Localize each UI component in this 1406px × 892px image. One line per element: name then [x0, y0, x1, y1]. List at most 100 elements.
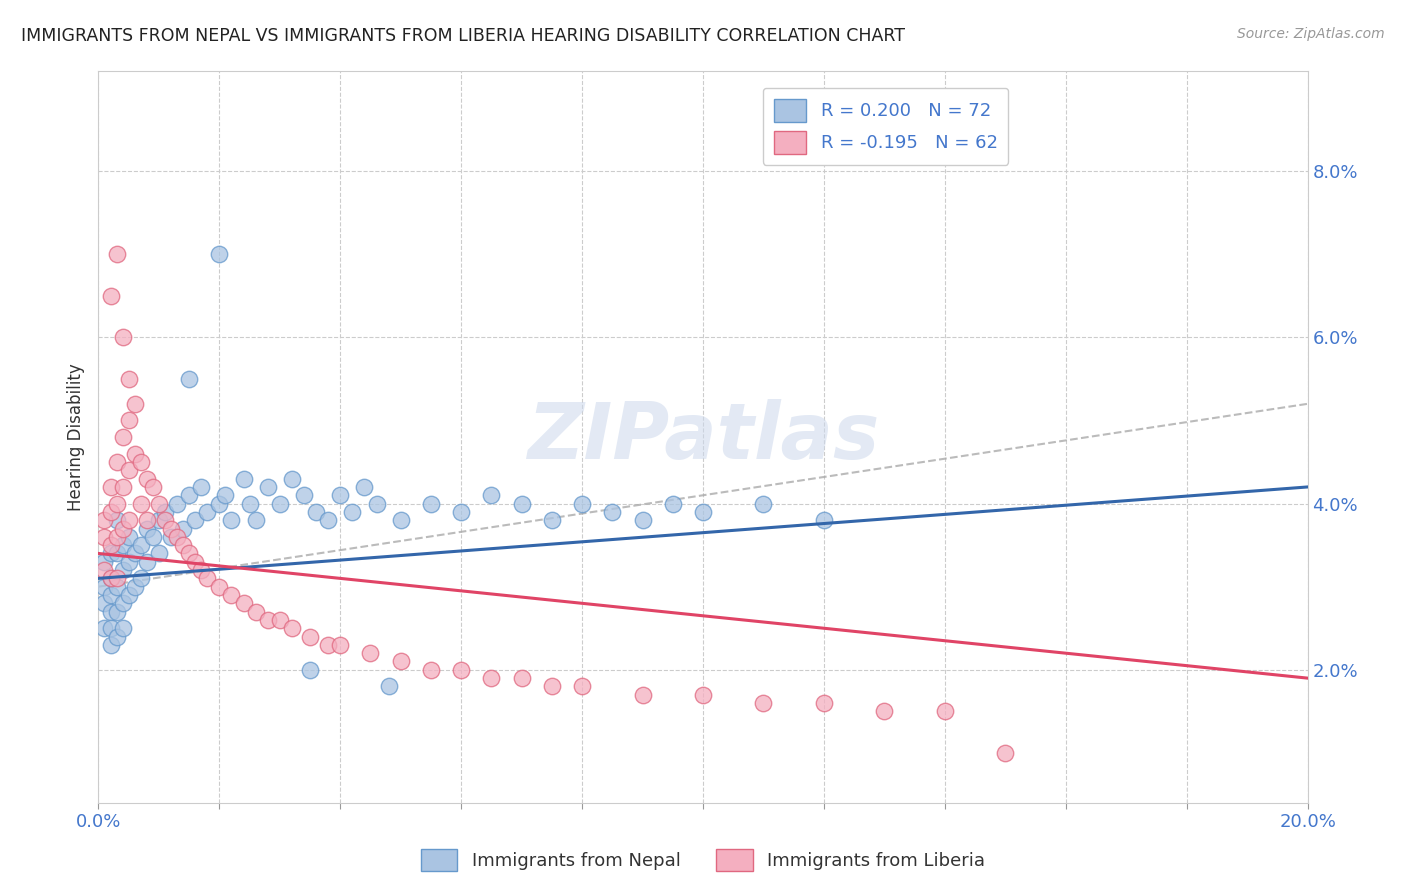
Point — [135, 521, 157, 535]
Point — [93, 555, 115, 569]
Text: Source: ZipAtlas.com: Source: ZipAtlas.com — [1237, 27, 1385, 41]
Point — [540, 680, 562, 694]
Point — [148, 497, 170, 511]
Point — [124, 447, 146, 461]
Point — [100, 638, 122, 652]
Legend: R = 0.200   N = 72, R = -0.195   N = 62: R = 0.200 N = 72, R = -0.195 N = 62 — [762, 87, 1008, 165]
Point — [329, 638, 352, 652]
Point — [450, 663, 472, 677]
Point — [813, 696, 835, 710]
Point — [510, 671, 533, 685]
Point — [135, 555, 157, 569]
Point — [221, 513, 243, 527]
Point — [208, 497, 231, 511]
Point — [111, 621, 134, 635]
Point — [481, 671, 503, 685]
Point — [195, 505, 218, 519]
Point — [153, 513, 176, 527]
Point — [129, 538, 152, 552]
Point — [873, 705, 896, 719]
Text: ZIPatlas: ZIPatlas — [527, 399, 879, 475]
Point — [105, 630, 128, 644]
Point — [105, 571, 128, 585]
Point — [934, 705, 956, 719]
Point — [571, 497, 593, 511]
Point — [602, 505, 624, 519]
Point — [420, 497, 443, 511]
Point — [105, 546, 128, 560]
Point — [135, 472, 157, 486]
Point — [124, 580, 146, 594]
Point — [100, 571, 122, 585]
Point — [93, 513, 115, 527]
Point — [166, 530, 188, 544]
Point — [105, 247, 128, 261]
Point — [93, 580, 115, 594]
Point — [184, 513, 207, 527]
Point — [752, 696, 775, 710]
Point — [160, 521, 183, 535]
Point — [232, 472, 254, 486]
Point — [179, 488, 201, 502]
Point — [299, 663, 322, 677]
Point — [124, 397, 146, 411]
Point — [389, 513, 412, 527]
Point — [100, 289, 122, 303]
Point — [111, 430, 134, 444]
Point — [93, 563, 115, 577]
Point — [195, 571, 218, 585]
Point — [305, 505, 328, 519]
Point — [118, 413, 141, 427]
Point — [245, 513, 267, 527]
Point — [239, 497, 262, 511]
Point — [142, 530, 165, 544]
Point — [118, 588, 141, 602]
Point — [631, 513, 654, 527]
Point — [166, 497, 188, 511]
Point — [692, 505, 714, 519]
Point — [631, 688, 654, 702]
Point — [342, 505, 364, 519]
Point — [366, 497, 388, 511]
Point — [214, 488, 236, 502]
Point — [299, 630, 322, 644]
Point — [111, 563, 134, 577]
Point — [129, 571, 152, 585]
Point — [93, 596, 115, 610]
Point — [256, 613, 278, 627]
Point — [661, 497, 683, 511]
Point — [994, 746, 1017, 760]
Point — [221, 588, 243, 602]
Point — [208, 247, 231, 261]
Point — [292, 488, 315, 502]
Point — [389, 655, 412, 669]
Point — [256, 480, 278, 494]
Point — [105, 530, 128, 544]
Point — [100, 588, 122, 602]
Point — [160, 530, 183, 544]
Point — [148, 513, 170, 527]
Point — [269, 497, 291, 511]
Point — [190, 480, 212, 494]
Point — [100, 621, 122, 635]
Point — [111, 538, 134, 552]
Point — [179, 546, 201, 560]
Point — [142, 480, 165, 494]
Point — [752, 497, 775, 511]
Point — [93, 530, 115, 544]
Point — [232, 596, 254, 610]
Text: IMMIGRANTS FROM NEPAL VS IMMIGRANTS FROM LIBERIA HEARING DISABILITY CORRELATION : IMMIGRANTS FROM NEPAL VS IMMIGRANTS FROM… — [21, 27, 905, 45]
Point — [129, 497, 152, 511]
Point — [105, 605, 128, 619]
Point — [510, 497, 533, 511]
Point — [540, 513, 562, 527]
Point — [281, 472, 304, 486]
Point — [111, 480, 134, 494]
Point — [111, 330, 134, 344]
Point — [269, 613, 291, 627]
Point — [118, 463, 141, 477]
Point — [172, 521, 194, 535]
Point — [179, 372, 201, 386]
Point — [124, 546, 146, 560]
Point — [93, 621, 115, 635]
